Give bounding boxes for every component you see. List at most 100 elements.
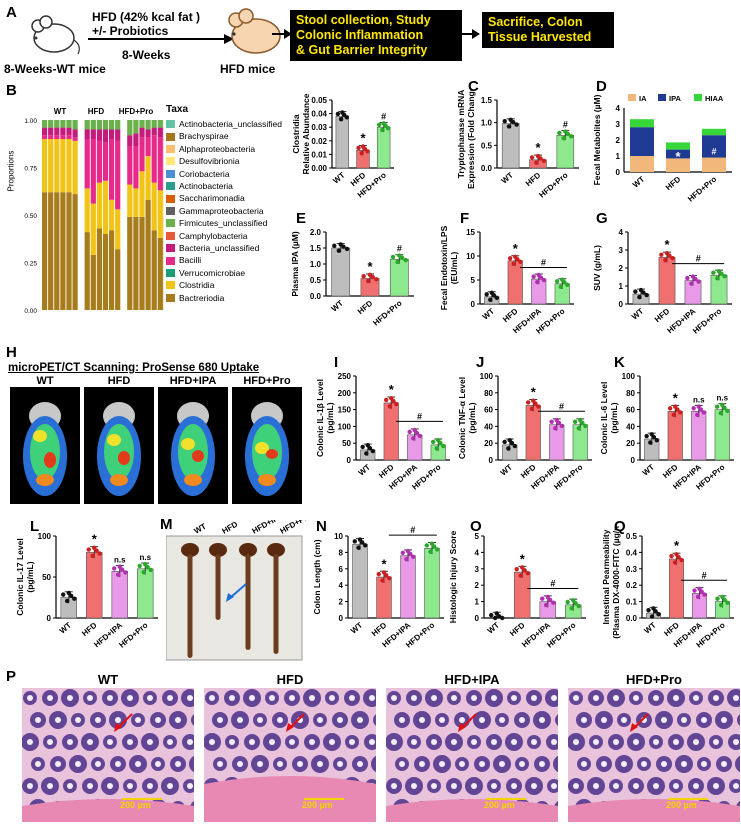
y-axis-label: (pg/mL) xyxy=(609,402,619,433)
taxa-legend-item: Camphylobacteria xyxy=(166,230,282,242)
scale-bar-label: 200 µm xyxy=(666,800,697,810)
data-point xyxy=(560,277,565,283)
stack-segment xyxy=(127,146,133,185)
bar xyxy=(424,547,440,619)
data-point xyxy=(540,596,545,601)
stack-segment xyxy=(157,120,163,128)
data-point xyxy=(576,426,581,431)
data-point xyxy=(691,406,696,411)
histology-group-label: HFD+Pro xyxy=(626,672,682,687)
cecum xyxy=(181,543,199,557)
taxa-legend-item: Gammaproteobacteria xyxy=(166,205,282,217)
data-point xyxy=(412,427,417,433)
stack-segment xyxy=(72,194,78,310)
y-tick-label: 0 xyxy=(471,300,476,309)
data-point xyxy=(502,118,507,124)
data-point xyxy=(332,243,337,248)
tnf-chart: 0 20 40 60 80 100 Colonic TNF-α Level (pg/mL) WT… xyxy=(457,372,592,492)
y-tick-label: 40 xyxy=(484,422,493,431)
data-point xyxy=(648,440,653,445)
stack-segment xyxy=(157,127,163,138)
x-tick-label: HFD xyxy=(662,621,681,639)
significance-mark: * xyxy=(674,538,680,553)
y-axis-label: Colon Length (cm) xyxy=(312,539,322,614)
diet-line1: HFD (42% kcal fat ) xyxy=(92,10,201,24)
data-point xyxy=(685,275,690,281)
stack-segment xyxy=(66,192,72,310)
colon-group-label: HFD+Pro xyxy=(279,520,307,536)
significance-mark: n.s xyxy=(693,395,705,404)
stack-segment xyxy=(54,120,60,128)
y-tick-label: 10 xyxy=(334,532,343,541)
data-point xyxy=(484,292,489,297)
data-point xyxy=(667,406,673,411)
data-point xyxy=(565,282,570,288)
data-point xyxy=(390,254,396,260)
data-point xyxy=(535,153,541,159)
taxa-name: Gammaproteobacteria xyxy=(179,205,264,216)
stack-segment xyxy=(133,146,139,189)
data-point xyxy=(518,259,523,265)
data-point xyxy=(689,281,694,286)
pet-group-label: HFD xyxy=(84,375,154,387)
data-point xyxy=(554,279,560,284)
fecal-metabolites-chart: 0 1 2 3 4 Fecal Metabolites (µM) IA IPA HIAA WT * H… xyxy=(592,94,732,202)
taxa-legend-item: Actinobacteria_unclassified xyxy=(166,118,282,130)
data-point xyxy=(638,287,644,293)
taxa-title: Taxa xyxy=(166,104,189,115)
stack-segment xyxy=(127,120,133,136)
y-axis-label: (Plasma DX-4000-FITC (µg/mL) xyxy=(611,526,621,639)
data-point xyxy=(489,290,494,295)
data-point xyxy=(696,404,701,409)
stack-segment xyxy=(96,120,102,130)
taxa-legend: Actinobacteria_unclassified Brachyspirae A… xyxy=(166,118,282,304)
study-box: Stool collection, Study Colonic Inflammat… xyxy=(290,10,462,61)
y-axis-label: (EU/mL) xyxy=(449,252,459,285)
stack-segment xyxy=(96,129,102,141)
stack-segment xyxy=(54,139,60,193)
data-point xyxy=(424,543,429,548)
taxa-swatch xyxy=(166,231,175,240)
duration-label: 8-Weeks xyxy=(122,48,171,62)
y-tick-label: 0.1 xyxy=(626,598,638,607)
bar xyxy=(658,256,676,305)
y-axis-label: Plasma IPA (µM) xyxy=(290,231,300,297)
legend-swatch xyxy=(658,94,666,101)
stack-segment xyxy=(157,137,163,191)
colon-group-label: HFD xyxy=(221,520,240,536)
y-axis-label: Colonic IL-1β Level xyxy=(315,379,325,457)
stack-segment xyxy=(139,127,145,138)
legend-label: IA xyxy=(639,94,647,103)
stack-segment xyxy=(60,135,66,139)
significance-mark: * xyxy=(513,241,519,256)
data-point xyxy=(692,588,697,593)
data-point xyxy=(502,439,507,445)
x-tick-label: WT xyxy=(349,621,364,636)
data-point xyxy=(697,586,702,592)
panel-k-label: K xyxy=(614,354,625,371)
data-point xyxy=(143,562,148,567)
data-point xyxy=(335,111,341,117)
stack-segment xyxy=(139,120,145,128)
mouse-icon-hfd xyxy=(228,8,281,54)
stack-segment xyxy=(42,135,48,139)
stack-segment xyxy=(102,142,109,181)
stack-segment xyxy=(139,216,145,310)
significance-mark: n.s xyxy=(114,556,126,565)
arrow-icon xyxy=(272,29,292,39)
data-point xyxy=(488,297,493,303)
taxa-swatch xyxy=(166,157,175,166)
y-tick-label: 1.0 xyxy=(481,119,493,128)
y-tick-label: 0.01 xyxy=(311,150,327,159)
stack-segment xyxy=(54,135,60,139)
panel-f-label: F xyxy=(460,210,470,227)
y-tick-label: 1 xyxy=(475,598,480,607)
permeability-chart: 0.0 0.1 0.2 0.3 0.4 0.5 Intestinal Pearmeabili… xyxy=(601,526,734,650)
stack-segment xyxy=(66,127,72,136)
stack-segment xyxy=(139,137,145,172)
arrow-icon xyxy=(229,583,247,599)
y-tick-label: 0.00 xyxy=(311,164,327,173)
stack-segment xyxy=(66,139,72,193)
histology-group-label: HFD+IPA xyxy=(444,672,500,687)
